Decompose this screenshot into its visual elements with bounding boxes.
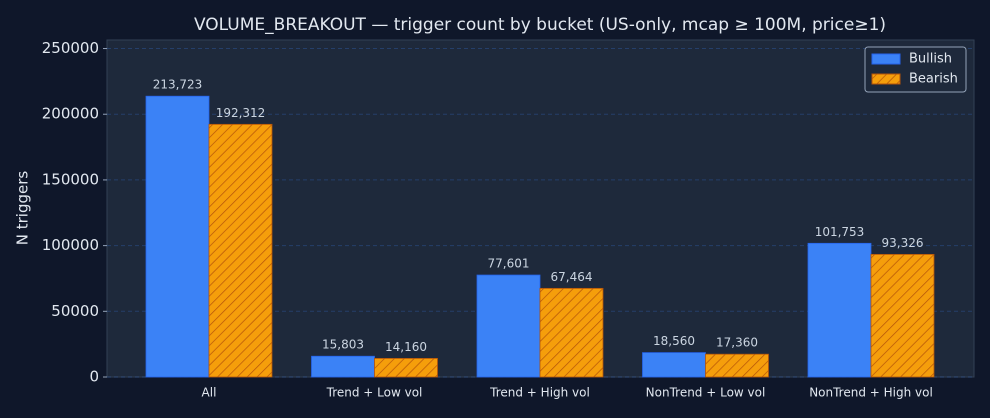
legend-label: Bearish xyxy=(909,72,958,87)
y-tick-label: 0 xyxy=(89,368,99,386)
x-tick-label: NonTrend + Low vol xyxy=(646,386,766,400)
bar xyxy=(374,357,438,378)
value-label: 15,803 xyxy=(322,338,364,352)
chart-title: VOLUME_BREAKOUT — trigger count by bucke… xyxy=(194,15,886,35)
bar xyxy=(870,253,935,378)
legend-swatch xyxy=(871,53,901,65)
y-tick-label: 100000 xyxy=(42,236,99,254)
bar xyxy=(539,287,604,378)
value-label: 192,312 xyxy=(216,106,266,120)
value-label: 67,464 xyxy=(551,270,593,284)
x-tick-label: NonTrend + High vol xyxy=(809,386,933,400)
y-tick-label: 200000 xyxy=(42,105,99,123)
bar xyxy=(642,352,706,378)
bar xyxy=(311,355,375,378)
bar xyxy=(476,274,541,378)
x-tick-label: Trend + High vol xyxy=(489,386,590,400)
x-tick-label: Trend + Low vol xyxy=(326,386,423,400)
y-tick-label: 250000 xyxy=(42,39,99,57)
value-label: 93,326 xyxy=(882,236,924,250)
legend-label: Bullish xyxy=(909,52,952,67)
legend-swatch xyxy=(871,73,901,85)
bar xyxy=(807,242,872,378)
value-label: 77,601 xyxy=(488,257,530,271)
x-tick-label: All xyxy=(202,386,217,400)
value-label: 17,360 xyxy=(716,336,758,350)
y-axis-label: N triggers xyxy=(14,171,32,246)
bar xyxy=(705,353,769,378)
y-tick-label: 150000 xyxy=(42,170,99,188)
y-tick-label: 50000 xyxy=(51,302,99,320)
value-label: 18,560 xyxy=(653,334,695,348)
value-label: 101,753 xyxy=(815,225,865,239)
value-label: 14,160 xyxy=(385,340,427,354)
value-label: 213,723 xyxy=(153,78,203,92)
bar xyxy=(208,123,273,378)
bar xyxy=(145,95,210,378)
